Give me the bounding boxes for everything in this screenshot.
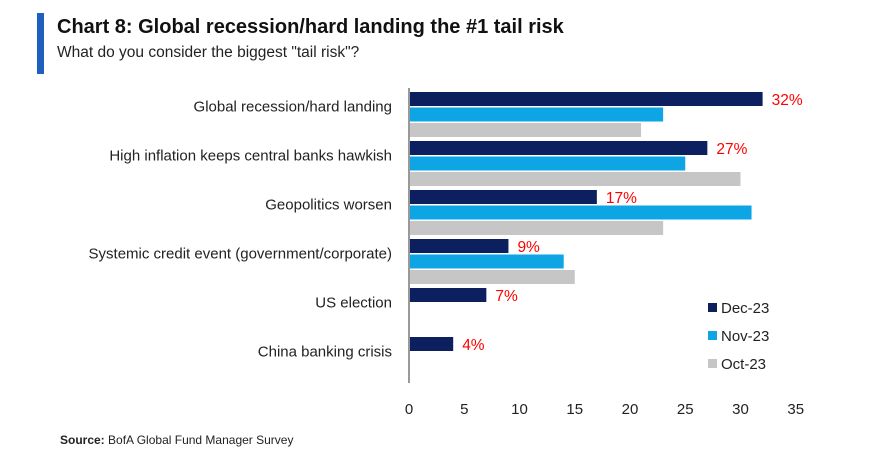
data-label: 9% bbox=[517, 239, 540, 256]
legend-swatch-nov-23 bbox=[708, 331, 717, 340]
source-note: Source: BofA Global Fund Manager Survey bbox=[60, 433, 293, 447]
bar-dec-23 bbox=[410, 288, 487, 302]
bar-oct-23 bbox=[410, 270, 575, 284]
data-label: 4% bbox=[462, 337, 485, 354]
bar-dec-23 bbox=[410, 141, 708, 155]
x-tick-label: 25 bbox=[677, 401, 694, 418]
legend-swatch-dec-23 bbox=[708, 303, 717, 312]
bar-dec-23 bbox=[410, 92, 763, 106]
legend-label: Dec-23 bbox=[721, 300, 769, 317]
bar-nov-23 bbox=[410, 205, 752, 220]
category-label: High inflation keeps central banks hawki… bbox=[109, 148, 392, 165]
bar-nov-23 bbox=[410, 156, 686, 171]
x-tick-label: 10 bbox=[511, 401, 528, 418]
category-label: China banking crisis bbox=[258, 344, 392, 361]
data-label: 32% bbox=[772, 92, 803, 109]
chart-subtitle: What do you consider the biggest "tail r… bbox=[57, 44, 360, 61]
legend-label: Nov-23 bbox=[721, 328, 769, 345]
bar-dec-23 bbox=[410, 190, 597, 204]
data-label: 27% bbox=[716, 141, 747, 158]
bar-nov-23 bbox=[410, 254, 564, 269]
category-label: US election bbox=[315, 295, 392, 312]
bar-oct-23 bbox=[410, 221, 664, 235]
legend-label: Oct-23 bbox=[721, 356, 766, 373]
category-label: Geopolitics worsen bbox=[265, 197, 392, 214]
title-accent-bar bbox=[37, 13, 44, 74]
category-label: Global recession/hard landing bbox=[194, 99, 392, 116]
chart-title: Chart 8: Global recession/hard landing t… bbox=[57, 16, 564, 38]
x-tick-label: 15 bbox=[566, 401, 583, 418]
x-tick-label: 0 bbox=[405, 401, 413, 418]
bar-dec-23 bbox=[410, 337, 454, 351]
x-tick-label: 20 bbox=[622, 401, 639, 418]
x-tick-label: 5 bbox=[460, 401, 468, 418]
x-tick-label: 35 bbox=[787, 401, 804, 418]
category-label: Systemic credit event (government/corpor… bbox=[89, 246, 392, 263]
bar-oct-23 bbox=[410, 123, 642, 137]
source-label: Source: bbox=[60, 433, 105, 447]
bar-dec-23 bbox=[410, 239, 509, 253]
data-label: 7% bbox=[495, 288, 518, 305]
source-text: BofA Global Fund Manager Survey bbox=[108, 433, 294, 447]
x-tick-label: 30 bbox=[732, 401, 749, 418]
bar-oct-23 bbox=[410, 172, 741, 186]
bar-nov-23 bbox=[410, 107, 664, 122]
data-label: 17% bbox=[606, 190, 637, 207]
legend-swatch-oct-23 bbox=[708, 359, 717, 368]
